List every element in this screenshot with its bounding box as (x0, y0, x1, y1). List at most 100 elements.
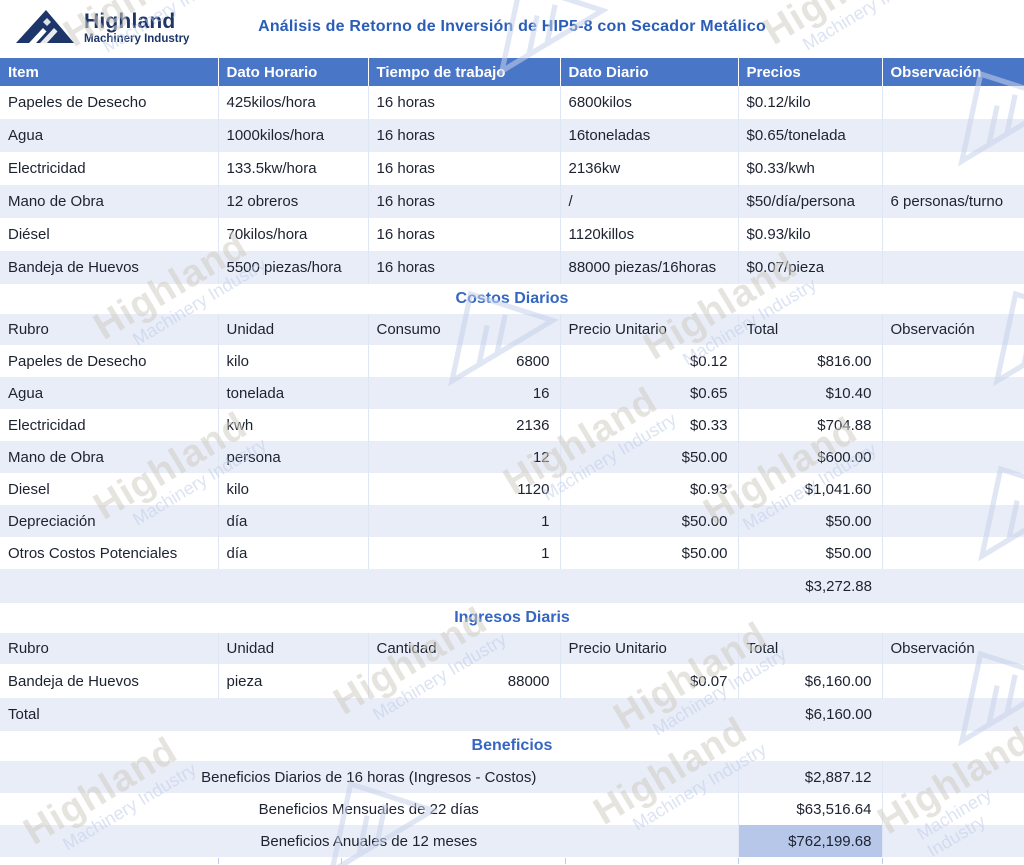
cell: $50/día/persona (737, 185, 882, 218)
col-header-unidad: Unidad (217, 633, 368, 664)
col-header-dato-horario: Dato Horario (217, 58, 368, 86)
section-title-ingresos: Ingresos Diaris (454, 609, 570, 626)
cell: Agua (0, 119, 218, 152)
col-header-precio-unitario: Precio Unitario (559, 314, 738, 345)
cell: 12 obreros (217, 185, 368, 218)
brand-logo-block: Highland Machinery Industry (14, 6, 189, 50)
cell: / (559, 185, 738, 218)
cell: Bandeja de Huevos (0, 251, 218, 284)
beneficios-row: Beneficios Anuales de 12 meses $762,199.… (0, 825, 1024, 857)
cell: Bandeja de Huevos (8, 672, 139, 690)
page-title: Análisis de Retorno de Inversión de HIP5… (258, 18, 766, 35)
cell: Electricidad (8, 416, 86, 434)
costos-diarios-table: Rubro Unidad Consumo Precio Unitario Tot… (0, 314, 1024, 603)
col-header-unidad: Unidad (217, 314, 368, 345)
cell: 1120killos (559, 218, 738, 251)
cell: kwh (217, 409, 368, 441)
cell (881, 152, 1024, 185)
beneficios-row: Beneficios Mensuales de 22 días $63,516.… (0, 793, 1024, 825)
col-header-total: Total (737, 633, 882, 664)
cell: $0.33/kwh (737, 152, 882, 185)
col-header-observacion: Observación (881, 633, 1024, 664)
cell: $50.00 (559, 505, 738, 537)
table-row: Papeles de Desecho 425kilos/hora 16 horas 6… (0, 86, 1024, 119)
col-header-rubro: Rubro (0, 633, 218, 664)
cell: 16toneladas (559, 119, 738, 152)
cell: Depreciación (0, 505, 218, 537)
hourly-header-row: Item Dato Horario Tiempo de trabajo Dato… (0, 58, 1024, 86)
cell (881, 377, 1024, 409)
beneficios-label: Beneficios Anuales de 12 meses (0, 825, 738, 857)
hourly-data-table: Item Dato Horario Tiempo de trabajo Dato… (0, 58, 1024, 284)
cell: 16 (367, 377, 560, 409)
cell: $704.88 (737, 409, 882, 441)
col-header-total: Total (737, 314, 882, 345)
cell: $0.93 (559, 473, 738, 505)
cell: $0.65 (559, 377, 738, 409)
costos-header-row: Rubro Unidad Consumo Precio Unitario Tot… (0, 314, 1024, 345)
cell: $6,160.00 (737, 664, 882, 698)
cell: 12 (367, 441, 560, 473)
cell: día (217, 537, 368, 569)
cell: 16 horas (367, 185, 560, 218)
cell (881, 825, 1024, 857)
beneficios-label: Beneficios Mensuales de 22 días (258, 800, 479, 818)
cell: 5500 piezas/hora (217, 251, 368, 284)
cell: pieza (217, 664, 368, 698)
cell: 88000 piezas/16horas (559, 251, 738, 284)
ingresos-total-label: Total (0, 698, 738, 731)
cell: 16 horas (367, 152, 560, 185)
cell (882, 698, 1024, 731)
table-row: Papeles de Desecho kilo 6800 $0.12 $816.00 (0, 345, 1024, 377)
table-row: Mano de Obra persona 12 $50.00 $600.00 (0, 441, 1024, 473)
col-header-cantidad: Cantidad (367, 633, 560, 664)
table-row: Agua tonelada 16 $0.65 $10.40 (0, 377, 1024, 409)
brand-text: Highland Machinery Industry (84, 10, 190, 46)
cell: 6800 (367, 345, 560, 377)
cell: kilo (217, 473, 368, 505)
ingresos-header-row: Rubro Unidad Cantidad Precio Unitario To… (0, 633, 1024, 664)
cell (881, 251, 1024, 284)
highland-logo-icon (14, 6, 76, 50)
table-row: Depreciación día 1 $50.00 $50.00 (0, 505, 1024, 537)
cell: $600.00 (737, 441, 882, 473)
cell: Papeles de Desecho (8, 94, 147, 111)
col-header-dato-diario: Dato Diario (559, 58, 738, 86)
cell (881, 761, 1024, 793)
cell: 2136kw (559, 152, 738, 185)
cell: $50.00 (737, 505, 882, 537)
cell (881, 664, 1024, 698)
cell: 16 horas (367, 251, 560, 284)
cell (881, 505, 1024, 537)
cell: 16 horas (367, 119, 560, 152)
cell: Electricidad (8, 160, 86, 177)
brand-subtitle: Machinery Industry (84, 32, 190, 45)
cell: kilo (217, 345, 368, 377)
cell: persona (217, 441, 368, 473)
cell (0, 569, 738, 603)
ingresos-diarios-table: Rubro Unidad Cantidad Precio Unitario To… (0, 633, 1024, 731)
beneficios-table: Beneficios Diarios de 16 horas (Ingresos… (0, 761, 1024, 857)
cell: Mano de Obra (0, 185, 218, 218)
cell: 6800kilos (559, 86, 738, 119)
cell (881, 119, 1024, 152)
cell: $0.12 (559, 345, 738, 377)
cell: $10.40 (737, 377, 882, 409)
col-header-observacion: Observación (881, 314, 1024, 345)
section-title-costos: Costos Diarios (455, 290, 569, 307)
col-header-item: Item (0, 58, 218, 86)
cell: 1120 (367, 473, 560, 505)
col-header-observacion: Observación (881, 58, 1024, 86)
cell (881, 345, 1024, 377)
cell: 6 personas/turno (881, 185, 1024, 218)
costos-total-row: $3,272.88 (0, 569, 1024, 603)
table-row: Bandeja de Huevos pieza 88000 $0.07 $6,160.0… (0, 664, 1024, 698)
ingresos-total-row: Total $6,160.00 (0, 698, 1024, 731)
table-row: Diésel 70kilos/hora 16 horas 1120killos $0.9… (0, 218, 1024, 251)
cell: $1,041.60 (737, 473, 882, 505)
table-row: Bandeja de Huevos 5500 piezas/hora 16 hora… (0, 251, 1024, 284)
document-header: Highland Machinery Industry Análisis de … (0, 0, 1024, 58)
cell: 16 horas (367, 218, 560, 251)
col-header-rubro: Rubro (0, 314, 218, 345)
